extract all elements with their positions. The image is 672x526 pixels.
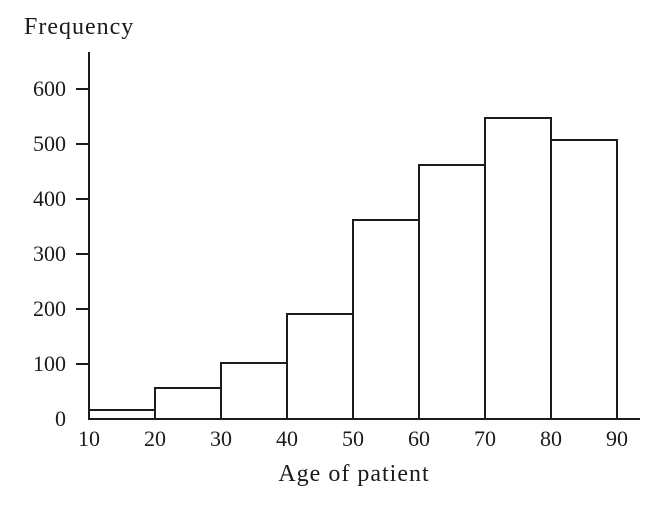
- y-tick-label-500: 500: [33, 131, 66, 156]
- x-tick-label-80: 80: [540, 426, 562, 451]
- histogram-bar-70-80: [484, 117, 552, 420]
- y-tick-mark-400: [76, 198, 89, 200]
- x-tick-label-10: 10: [78, 426, 100, 451]
- y-tick-mark-100: [76, 363, 89, 365]
- y-tick-label-100: 100: [33, 351, 66, 376]
- histogram-bar-20-30: [154, 387, 222, 420]
- histogram-bar-40-50: [286, 313, 354, 420]
- x-axis-title: Age of patient: [278, 461, 430, 487]
- x-tick-label-30: 30: [210, 426, 232, 451]
- x-axis-line: [88, 418, 640, 420]
- x-tick-label-40: 40: [276, 426, 298, 451]
- y-tick-label-600: 600: [33, 76, 66, 101]
- y-tick-label-200: 200: [33, 296, 66, 321]
- x-tick-label-90: 90: [606, 426, 628, 451]
- y-tick-label-0: 0: [55, 406, 66, 431]
- x-tick-label-70: 70: [474, 426, 496, 451]
- y-axis-title: Frequency: [24, 14, 135, 40]
- x-tick-label-50: 50: [342, 426, 364, 451]
- x-tick-label-20: 20: [144, 426, 166, 451]
- histogram-bar-60-70: [418, 164, 486, 420]
- y-tick-mark-600: [76, 88, 89, 90]
- histogram-bar-80-90: [550, 139, 618, 420]
- y-tick-mark-500: [76, 143, 89, 145]
- y-axis-line: [88, 52, 90, 420]
- x-tick-label-60: 60: [408, 426, 430, 451]
- histogram-bar-50-60: [352, 219, 420, 420]
- y-tick-label-300: 300: [33, 241, 66, 266]
- y-tick-label-400: 400: [33, 186, 66, 211]
- y-tick-mark-300: [76, 253, 89, 255]
- y-tick-mark-200: [76, 308, 89, 310]
- histogram-bar-30-40: [220, 362, 288, 420]
